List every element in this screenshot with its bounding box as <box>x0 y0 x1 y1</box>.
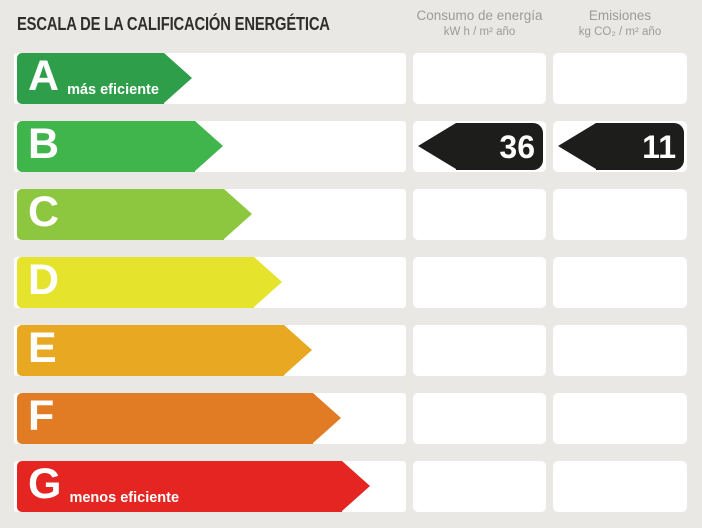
rating-row-c: C <box>14 188 406 240</box>
rating-letter-c: C <box>28 188 60 236</box>
consumption-cell-a <box>413 53 546 104</box>
rating-letter-a: A <box>28 52 60 100</box>
emissions-value: 11 <box>642 128 676 165</box>
rating-letter-d: D <box>28 256 60 304</box>
emissions-cell-d <box>553 257 687 308</box>
consumption-cell-d <box>413 257 546 308</box>
consumption-value: 36 <box>499 128 535 165</box>
rating-row-g: G menos eficiente <box>14 460 406 512</box>
rating-letter-f: F <box>28 392 55 440</box>
column-header-emissions: Emisiones kg CO₂ / m² año <box>553 7 687 40</box>
emissions-cell-c <box>553 189 687 240</box>
rating-arrow-f: F <box>17 392 341 444</box>
consumption-rating-pointer: 36 <box>418 123 543 170</box>
emissions-rating-pointer: 11 <box>558 123 684 170</box>
consumption-cell-c <box>413 189 546 240</box>
rating-row-d: D <box>14 256 406 308</box>
consumption-header-unit: kW h / m² año <box>443 26 516 38</box>
rating-letter-b: B <box>28 120 60 168</box>
rating-arrow-c: C <box>17 188 252 240</box>
consumption-cell-g <box>413 461 546 512</box>
rating-row-b: B <box>14 120 406 172</box>
emissions-cell-f <box>553 393 687 444</box>
emissions-cell-a <box>553 53 687 104</box>
emissions-cell-b: 11 <box>553 121 687 172</box>
consumption-cell-e <box>413 325 546 376</box>
consumption-cell-b: 36 <box>413 121 546 172</box>
rating-arrow-a: A más eficiente <box>17 52 192 104</box>
emissions-cell-e <box>553 325 687 376</box>
rating-note-least-efficient: menos eficiente <box>69 490 180 506</box>
consumption-cell-f <box>413 393 546 444</box>
page-title: ESCALA DE LA CALIFICACIÓN ENERGÉTICA <box>17 14 330 34</box>
rating-arrow-b: B <box>17 120 223 172</box>
consumption-header-label: Consumo de energía <box>416 8 543 23</box>
emissions-header-label: Emisiones <box>588 8 652 23</box>
rating-arrow-d: D <box>17 256 282 308</box>
rating-note-most-efficient: más eficiente <box>67 82 159 98</box>
emissions-header-unit: kg CO₂ / m² año <box>578 26 662 38</box>
rating-row-e: E <box>14 324 406 376</box>
rating-row-a: A más eficiente <box>14 52 406 104</box>
emissions-cell-g <box>553 461 687 512</box>
rating-row-f: F <box>14 392 406 444</box>
rating-letter-g: G <box>28 460 62 508</box>
column-header-consumption: Consumo de energía kW h / m² año <box>413 7 546 40</box>
rating-letter-e: E <box>28 324 57 372</box>
rating-arrow-e: E <box>17 324 312 376</box>
rating-arrow-g: G menos eficiente <box>17 460 370 512</box>
